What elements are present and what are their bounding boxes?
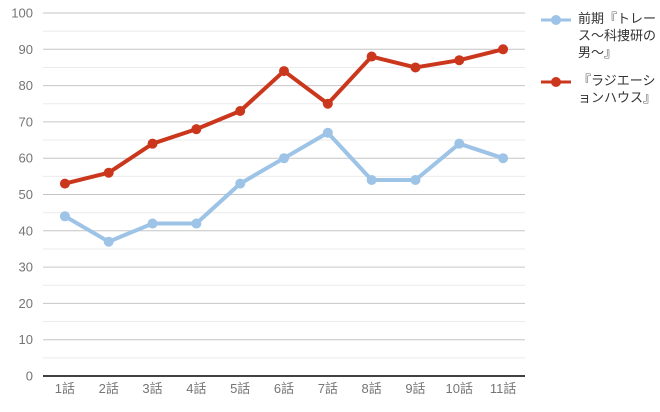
data-point-series-2 [235, 106, 246, 117]
x-axis-tick-label: 8話 [362, 381, 382, 396]
x-axis-tick-label: 2話 [99, 381, 119, 396]
series-line-1 [62, 130, 506, 244]
y-axis-tick-label: 50 [19, 187, 33, 202]
y-axis-tick-label: 70 [19, 114, 33, 129]
data-point-series-1 [498, 153, 509, 164]
legend-label-series-2: 『ラジエーションハウス』 [578, 73, 657, 105]
data-point-series-2 [147, 138, 158, 149]
x-axis-tick-label: 11話 [490, 381, 517, 396]
data-point-series-2 [366, 51, 377, 62]
x-axis-tick-label: 9話 [405, 381, 425, 396]
x-axis-tick-label: 4話 [186, 381, 206, 396]
data-point-series-2 [279, 66, 289, 77]
legend-item-series-2: 『ラジエーションハウス』 [541, 72, 657, 106]
x-axis-tick-label: 1話 [55, 381, 75, 396]
legend-line-marker-icon [541, 77, 571, 87]
data-point-series-1 [191, 218, 202, 229]
data-point-series-2 [59, 178, 70, 189]
data-point-series-1 [322, 127, 333, 138]
data-point-series-1 [103, 236, 114, 247]
y-axis-tick-label: 80 [19, 78, 33, 93]
data-point-series-1 [235, 178, 246, 189]
x-axis-tick-label: 7話 [318, 381, 338, 396]
legend: 前期『トレース〜科捜研の男〜』 『ラジエーションハウス』 [541, 10, 657, 117]
y-axis-tick-label: 20 [19, 296, 33, 311]
x-axis-tick-label: 10話 [446, 381, 473, 396]
data-point-series-1 [454, 138, 465, 149]
x-axis-tick-label: 3話 [142, 381, 162, 396]
data-point-series-2 [191, 124, 202, 135]
y-axis-tick-label: 40 [19, 223, 33, 238]
y-axis-tick-label: 90 [19, 42, 33, 57]
y-axis-tick-label: 10 [19, 332, 33, 347]
data-point-series-2 [322, 98, 333, 109]
legend-line-marker-icon [541, 15, 571, 25]
data-point-series-2 [454, 55, 465, 66]
y-axis-tick-label: 60 [19, 151, 33, 166]
x-axis-tick-label: 5話 [230, 381, 250, 396]
x-axis-tick-label: 6話 [274, 381, 294, 396]
y-axis-tick-label: 100 [11, 6, 33, 21]
data-point-series-1 [59, 211, 70, 222]
data-point-series-1 [279, 153, 289, 164]
data-point-series-2 [410, 62, 421, 73]
data-point-series-1 [410, 174, 421, 185]
data-point-series-1 [366, 174, 377, 185]
y-axis-tick-label: 0 [26, 369, 33, 384]
legend-item-series-1: 前期『トレース〜科捜研の男〜』 [541, 10, 657, 61]
data-point-series-1 [147, 218, 158, 229]
data-point-series-2 [103, 167, 114, 178]
y-axis-tick-label: 30 [19, 260, 33, 275]
data-point-series-2 [498, 44, 509, 55]
legend-label-series-1: 前期『トレース〜科捜研の男〜』 [578, 11, 657, 60]
